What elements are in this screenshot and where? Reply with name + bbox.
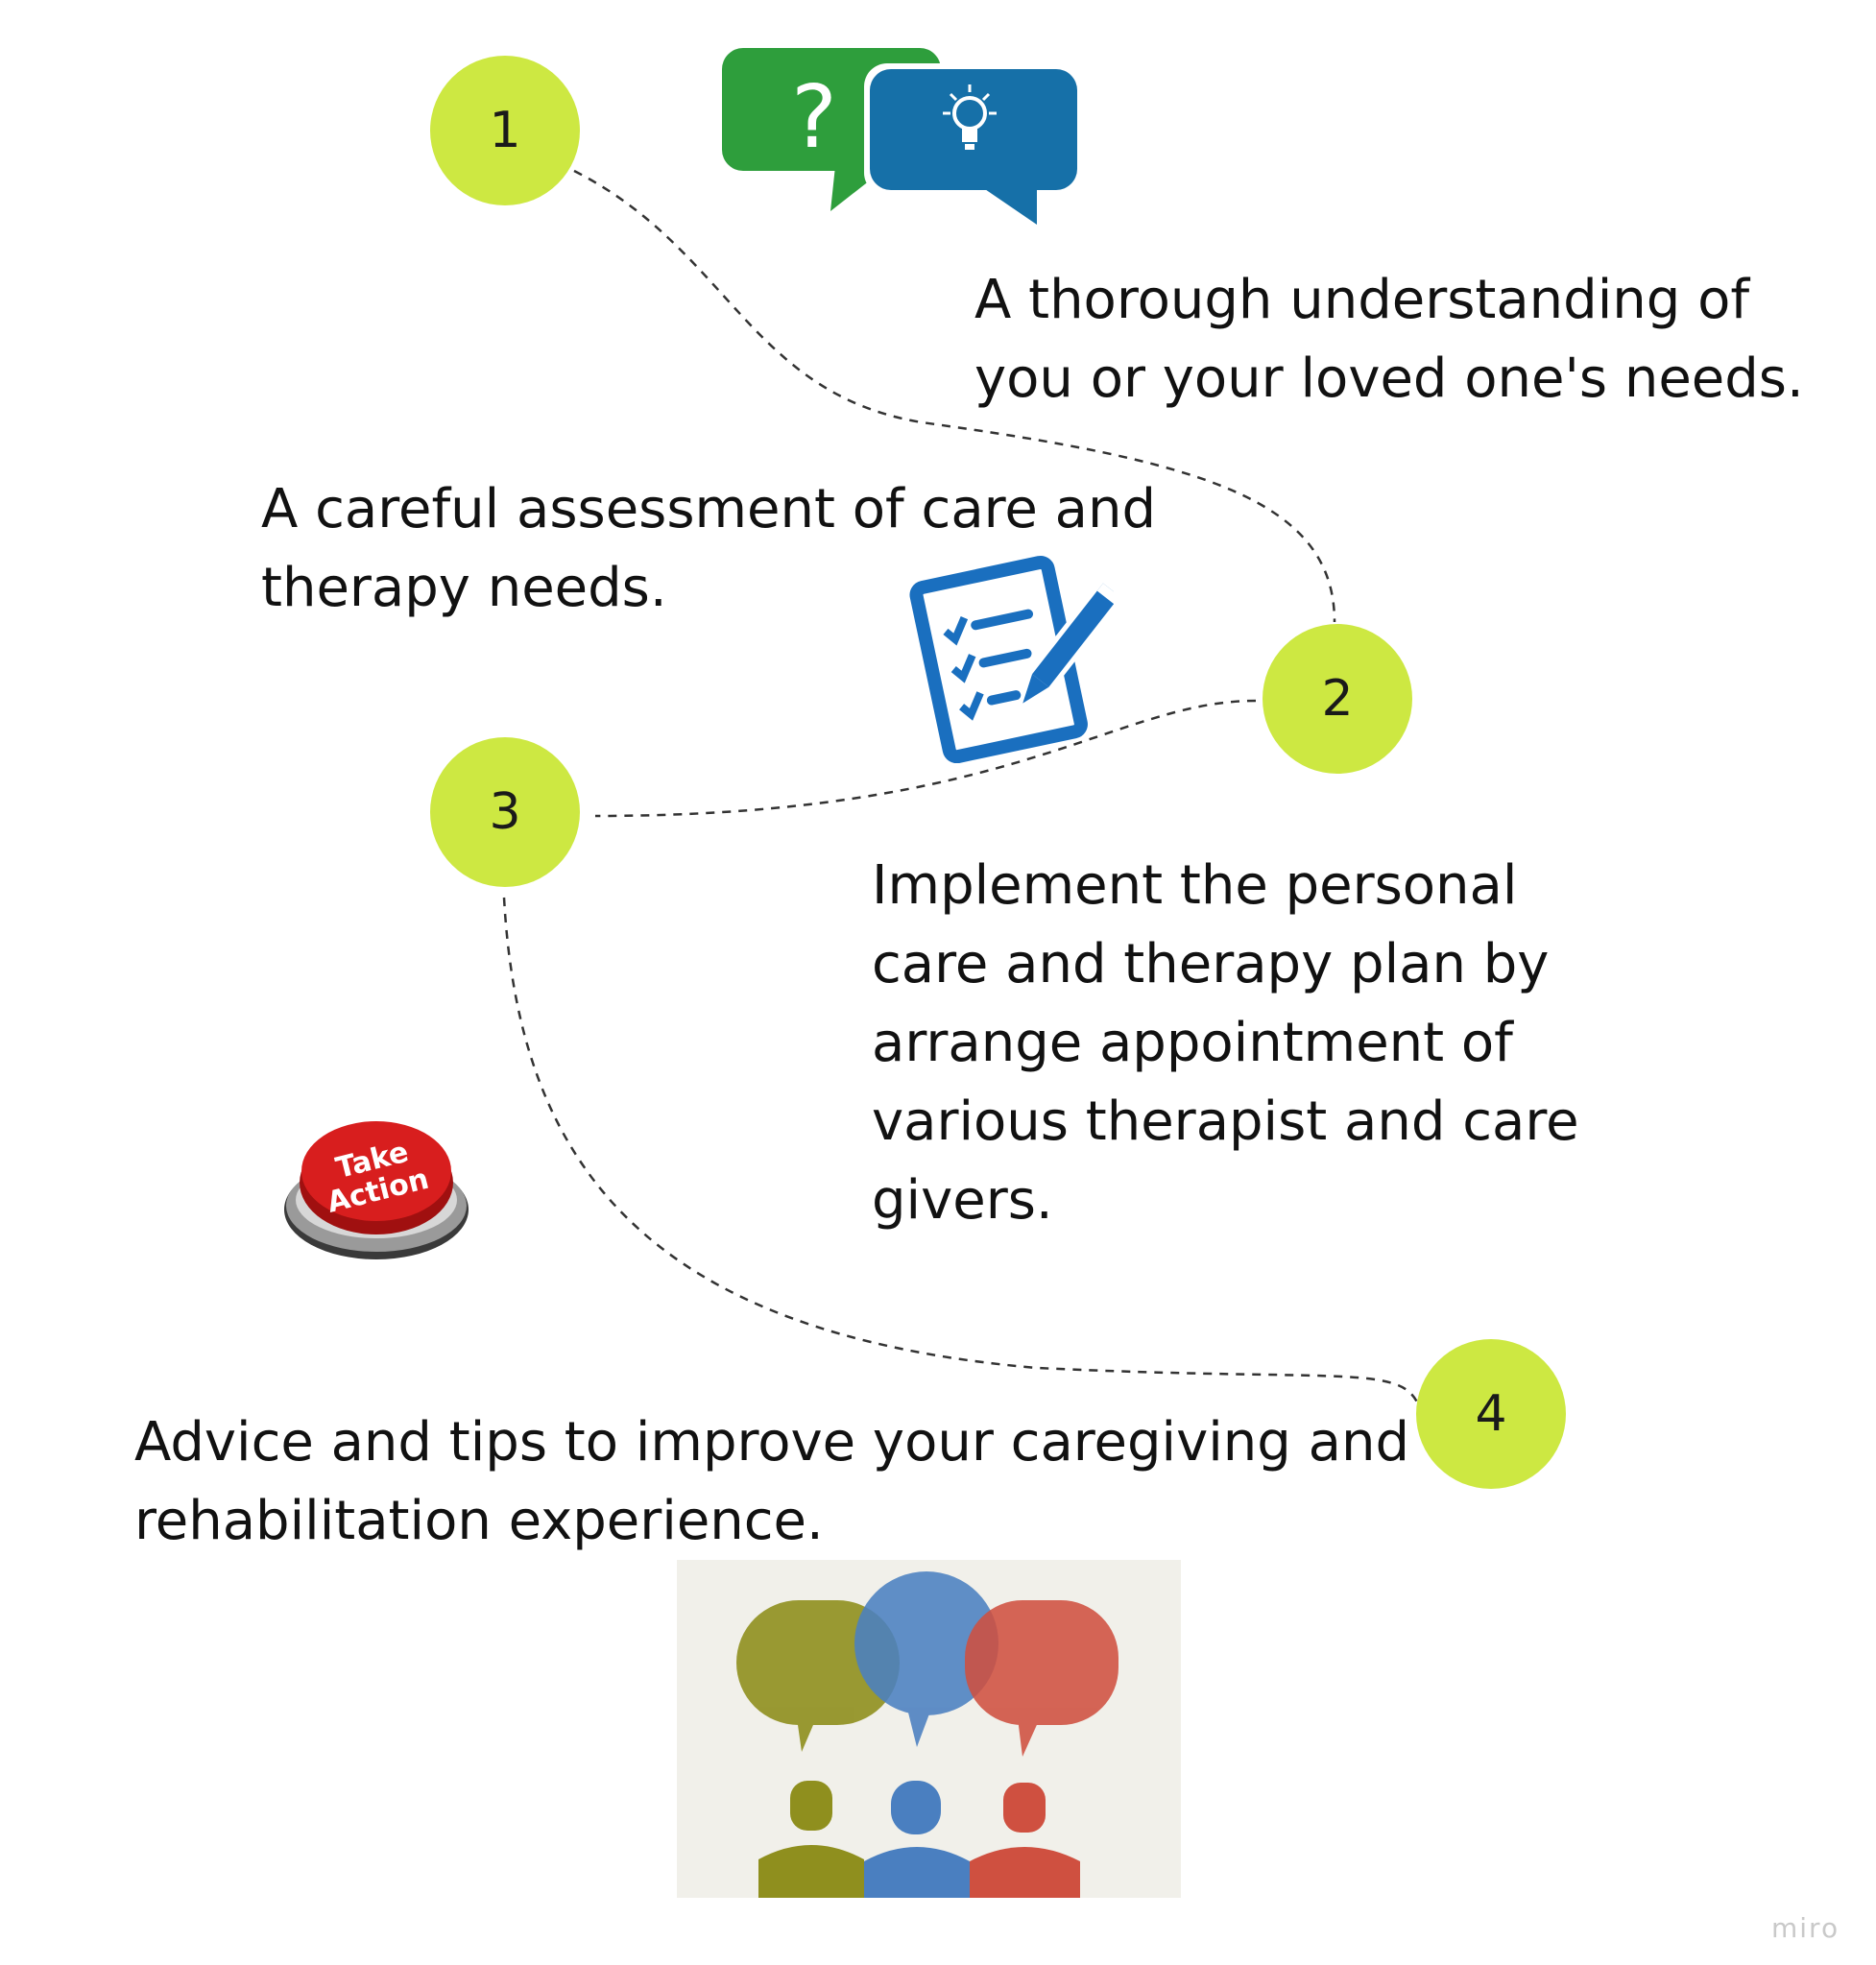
svg-text:?: ? <box>791 67 837 168</box>
step-circle-4: 4 <box>1416 1339 1566 1489</box>
step-3-text: Implement the personal care and therapy … <box>872 854 1579 1232</box>
step-circle-1: 1 <box>430 56 580 205</box>
step-1-text: A thorough understanding of you or your … <box>974 269 1804 410</box>
connector-2-3 <box>594 699 1257 818</box>
miro-watermark: miro <box>1771 1912 1840 1944</box>
step-number: 4 <box>1475 1385 1507 1443</box>
checklist-icon <box>909 555 1114 763</box>
take-action-button-icon[interactable]: Take Action <box>280 1094 472 1267</box>
lightbulb-bubble-icon <box>864 63 1081 225</box>
step-circle-2: 2 <box>1263 624 1412 774</box>
connector-3-4 <box>502 897 1421 1407</box>
speech-bubbles-icon: ? <box>722 48 1081 225</box>
step-2-text: A careful assessment of care and therapy… <box>261 478 1157 619</box>
step-4-text: Advice and tips to improve your caregivi… <box>134 1411 1410 1552</box>
step-number: 2 <box>1321 670 1354 728</box>
step-circle-3: 3 <box>430 737 580 887</box>
connector-1-2 <box>573 169 1336 623</box>
step-number: 1 <box>489 102 521 159</box>
people-speech-bubbles-icon <box>677 1560 1181 1898</box>
step-number: 3 <box>489 783 521 841</box>
